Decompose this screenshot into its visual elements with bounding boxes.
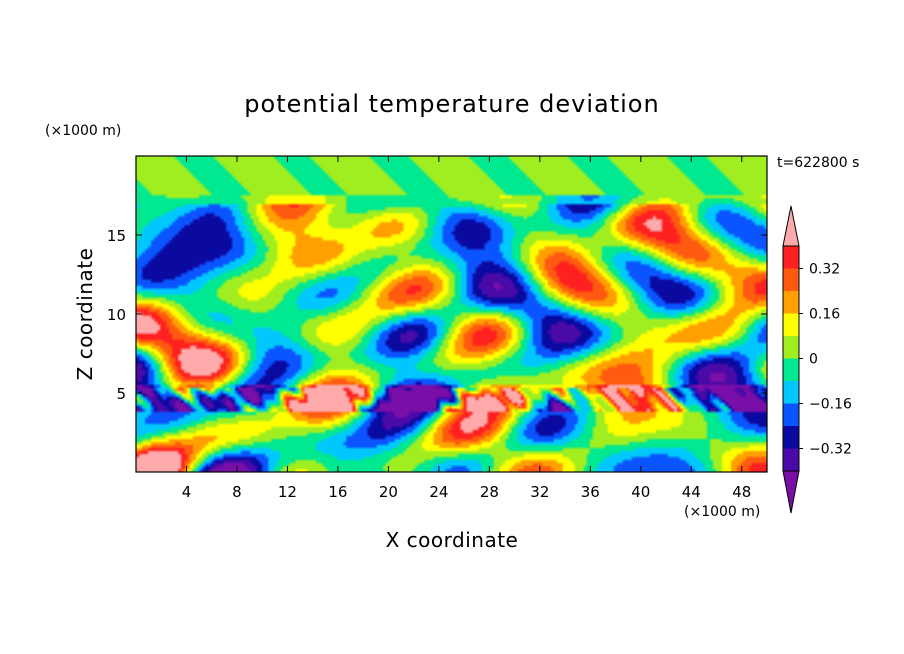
colorbar-over-arrow: [782, 205, 800, 247]
colorbar-band: [783, 336, 799, 359]
x-tick-label: 8: [232, 483, 242, 501]
x-tick-label: 16: [328, 483, 347, 501]
colorbar-band: [783, 448, 799, 471]
y-axis-label: Z coordinate: [73, 248, 97, 381]
colorbar-band: [783, 403, 799, 426]
colorbar-tick-label: −0.16: [809, 397, 852, 413]
x-axis: 4 8 12 16 20 24 28 32 36 40 44 48: [182, 156, 751, 501]
x-tick-label: 20: [379, 483, 398, 501]
y-tick-label: 5: [116, 385, 126, 403]
y-unit-label: (×1000 m): [45, 123, 121, 139]
colorbar-tick-label: 0.16: [809, 307, 840, 323]
x-tick-label: 36: [581, 483, 600, 501]
x-tick-label: 40: [631, 483, 650, 501]
colorbar-band: [783, 268, 799, 291]
x-tick-label: 12: [278, 483, 297, 501]
colorbar-band: [783, 381, 799, 404]
x-tick-label: 44: [682, 483, 701, 501]
x-tick-label: 28: [480, 483, 499, 501]
colorbar-tick-label: 0: [809, 352, 818, 368]
colorbar-band: [783, 246, 799, 269]
y-axis: 5 10 15: [107, 227, 767, 403]
colorbar-band: [783, 426, 799, 449]
time-label: t=622800 s: [777, 155, 859, 171]
y-tick-label: 15: [107, 227, 126, 245]
plot-area: [135, 155, 768, 473]
y-tick-label: 10: [107, 306, 126, 324]
x-axis-label: X coordinate: [386, 528, 519, 552]
x-tick-label: 4: [182, 483, 192, 501]
contour-field: [136, 156, 767, 472]
colorbar-band: [783, 358, 799, 381]
colorbar-tick-label: 0.32: [809, 262, 840, 278]
colorbar: 0.32 0.16 0 −0.16 −0.32: [782, 205, 852, 514]
colorbar-under-arrow: [782, 470, 800, 514]
x-tick-label: 24: [429, 483, 448, 501]
x-tick-label: 32: [530, 483, 549, 501]
colorbar-tick-label: −0.32: [809, 442, 852, 458]
colorbar-band: [783, 313, 799, 336]
chart-title: potential temperature deviation: [244, 90, 659, 118]
colorbar-band: [783, 291, 799, 314]
x-unit-label: (×1000 m): [684, 504, 760, 520]
x-tick-label: 48: [732, 483, 751, 501]
